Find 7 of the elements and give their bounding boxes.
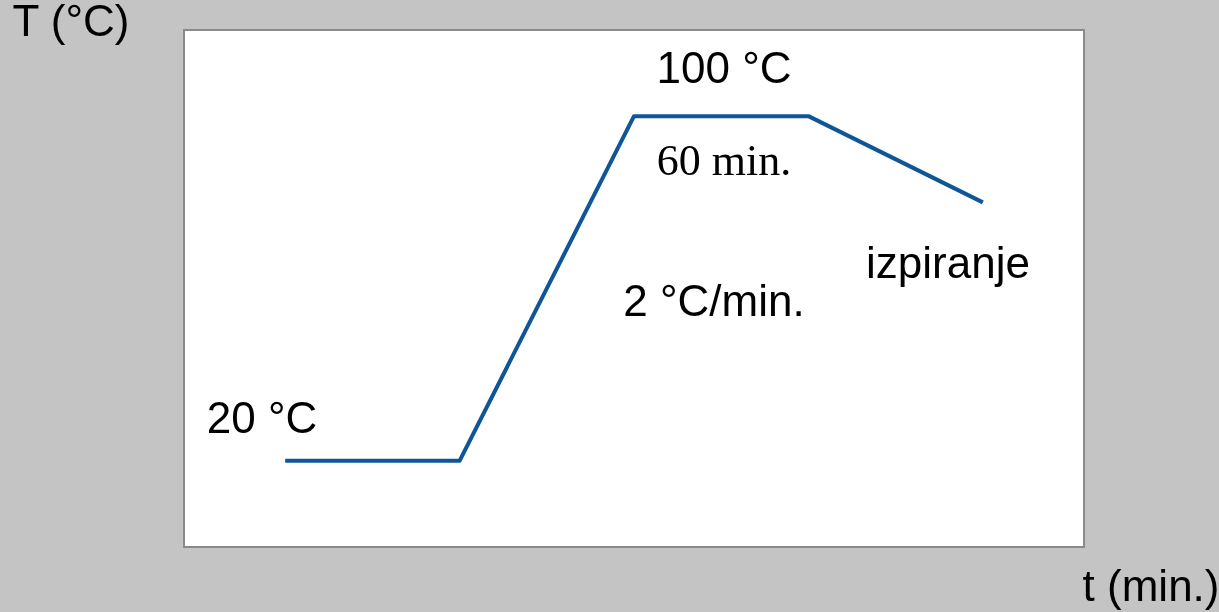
annotation: 20 °C [206, 393, 318, 442]
annotation: 2 °C/min. [623, 276, 805, 325]
annotation: 60 min. [656, 136, 792, 185]
x-axis-title: t (min.) [1082, 560, 1219, 610]
annotation: izpiranje [866, 238, 1030, 287]
y-axis-title: T (°C) [12, 0, 130, 45]
text: 100 °C [656, 43, 792, 92]
